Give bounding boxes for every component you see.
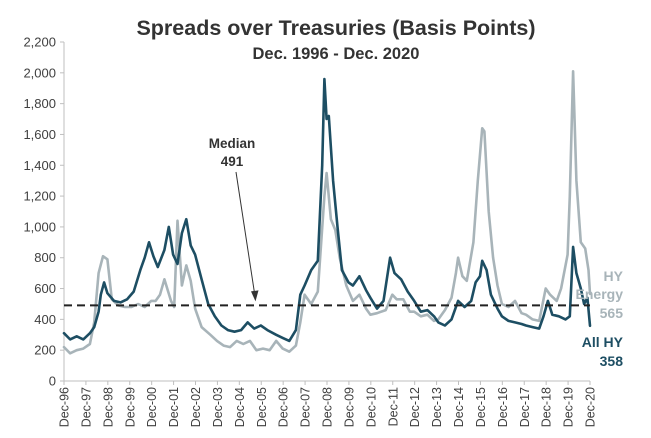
x-tick-label: Dec-20 [584,387,598,427]
x-tick-label: Dec-99 [123,387,137,427]
x-tick-label: Dec-15 [474,387,488,427]
y-tick-label: 200 [34,343,56,358]
x-tick-label: Dec-98 [101,387,115,427]
series-layer [62,70,592,355]
x-tick-label: Dec-97 [79,387,93,427]
series-line-hy-energy [62,70,592,355]
median-value-label: 491 [221,154,244,169]
x-tick-label: Dec-12 [408,387,422,427]
x-tick-label: Dec-08 [321,387,335,427]
x-tick-label: Dec-19 [562,387,576,427]
y-tick-label: 1,000 [23,219,56,234]
x-tick-label: Dec-17 [518,387,532,427]
chart-subtitle: Dec. 1996 - Dec. 2020 [253,45,420,63]
x-tick-label: Dec-09 [342,387,356,427]
hy-energy-end-label: 565 [600,305,624,321]
x-tick-label: Dec-03 [211,387,225,427]
series-line-all-hy [62,77,592,343]
y-tick-label: 1,400 [23,158,56,173]
y-tick-label: 600 [34,281,56,296]
all-hy-end-label: 358 [600,353,624,369]
hy-energy-end-label: HY [604,268,624,284]
x-tick-label: Dec-96 [58,387,72,427]
axes: 0 200 400 600 800 1,000 1,200 1,400 1,600 1,800 2,… [23,35,597,428]
y-tick-label: 0 [49,374,56,389]
y-tick-label: 400 [34,312,56,327]
labels-layer: HY Energy 565 All HY 358 [576,268,624,369]
median-label: Median [209,136,256,151]
all-hy-end-label: All HY [582,334,624,350]
x-tick-label: Dec-13 [430,387,444,427]
x-tick-label: Dec-05 [255,387,269,427]
x-tick-label: Dec-04 [233,387,247,427]
median-arrow-line [235,171,256,297]
x-tick-label: Dec-16 [496,387,510,427]
x-tick-label: Dec-07 [299,387,313,427]
y-tick-label: 2,200 [23,35,56,50]
y-tick-label: 1,200 [23,189,56,204]
median-layer: Median 491 [64,136,590,307]
hy-energy-end-label: Energy [576,286,624,302]
y-tick-label: 1,600 [23,127,56,142]
x-tick-label: Dec-11 [386,387,400,426]
x-tick-label: Dec-00 [145,387,159,427]
x-tick-label: Dec-02 [189,387,203,427]
x-tick-label: Dec-18 [540,387,554,427]
x-tick-label: Dec-01 [167,387,181,427]
x-tick-label: Dec-06 [277,387,291,427]
chart-title: Spreads over Treasuries (Basis Points) [136,16,535,40]
x-tick-label: Dec-10 [364,387,378,427]
x-tick-label: Dec-14 [452,387,466,427]
median-arrow-head [251,290,259,302]
y-tick-label: 800 [34,250,56,265]
y-tick-label: 2,000 [23,65,56,80]
y-tick-label: 1,800 [23,96,56,111]
